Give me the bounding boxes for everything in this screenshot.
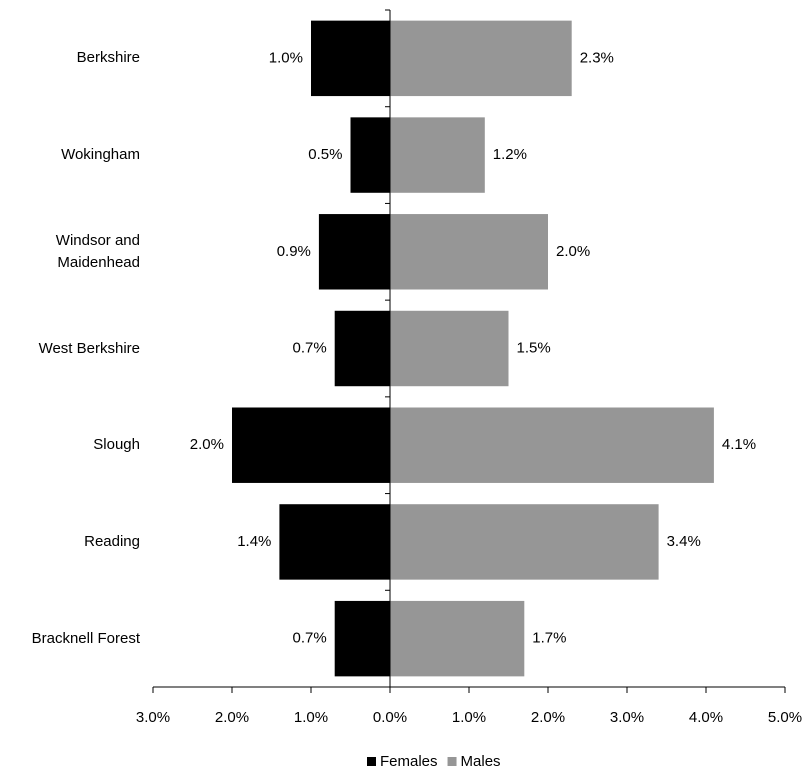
x-tick-label: 1.0%	[294, 709, 328, 726]
x-tick-label: 5.0%	[768, 709, 802, 726]
category-label: West Berkshire	[38, 339, 140, 357]
data-label: 2.0%	[190, 436, 224, 453]
x-tick-label: 3.0%	[610, 709, 644, 726]
data-label: 2.0%	[556, 243, 590, 260]
bar	[390, 407, 714, 483]
bar	[390, 600, 525, 677]
bar	[334, 310, 390, 387]
category-label: Bracknell Forest	[31, 629, 140, 647]
data-label: 1.0%	[269, 49, 303, 66]
bar	[390, 310, 509, 387]
x-tick-label: 0.0%	[373, 709, 407, 726]
category-label: Reading	[84, 532, 140, 550]
category-label: Slough	[93, 436, 140, 454]
legend-label: Females	[380, 753, 438, 770]
bar	[311, 20, 390, 97]
data-label: 4.1%	[722, 436, 756, 453]
data-label: 1.5%	[517, 339, 551, 356]
data-label: 3.4%	[667, 533, 701, 550]
bar	[279, 504, 390, 580]
legend-swatch	[367, 757, 376, 766]
bar	[390, 214, 548, 290]
category-label: Berkshire	[76, 49, 140, 67]
data-label: 1.2%	[493, 146, 527, 163]
data-label: 0.7%	[292, 630, 326, 647]
data-label: 0.9%	[277, 243, 311, 260]
data-label: 1.4%	[237, 533, 271, 550]
bar	[232, 407, 390, 483]
x-tick-label: 2.0%	[215, 709, 249, 726]
bar	[390, 504, 659, 580]
x-tick-label: 4.0%	[689, 709, 723, 726]
x-tick-label: 2.0%	[531, 709, 565, 726]
category-label: Windsor and Maidenhead	[55, 231, 140, 271]
data-label: 2.3%	[580, 49, 614, 66]
data-label: 1.7%	[532, 630, 566, 647]
data-label: 0.7%	[292, 339, 326, 356]
bar	[334, 600, 390, 677]
bar	[390, 20, 572, 97]
bar	[390, 117, 485, 193]
data-label: 0.5%	[308, 146, 342, 163]
legend-label: Males	[461, 753, 501, 770]
x-tick-label: 3.0%	[136, 709, 170, 726]
bar	[350, 117, 390, 193]
category-label: Wokingham	[61, 146, 140, 164]
legend-swatch	[447, 757, 457, 766]
bar	[318, 214, 390, 290]
x-tick-label: 1.0%	[452, 709, 486, 726]
